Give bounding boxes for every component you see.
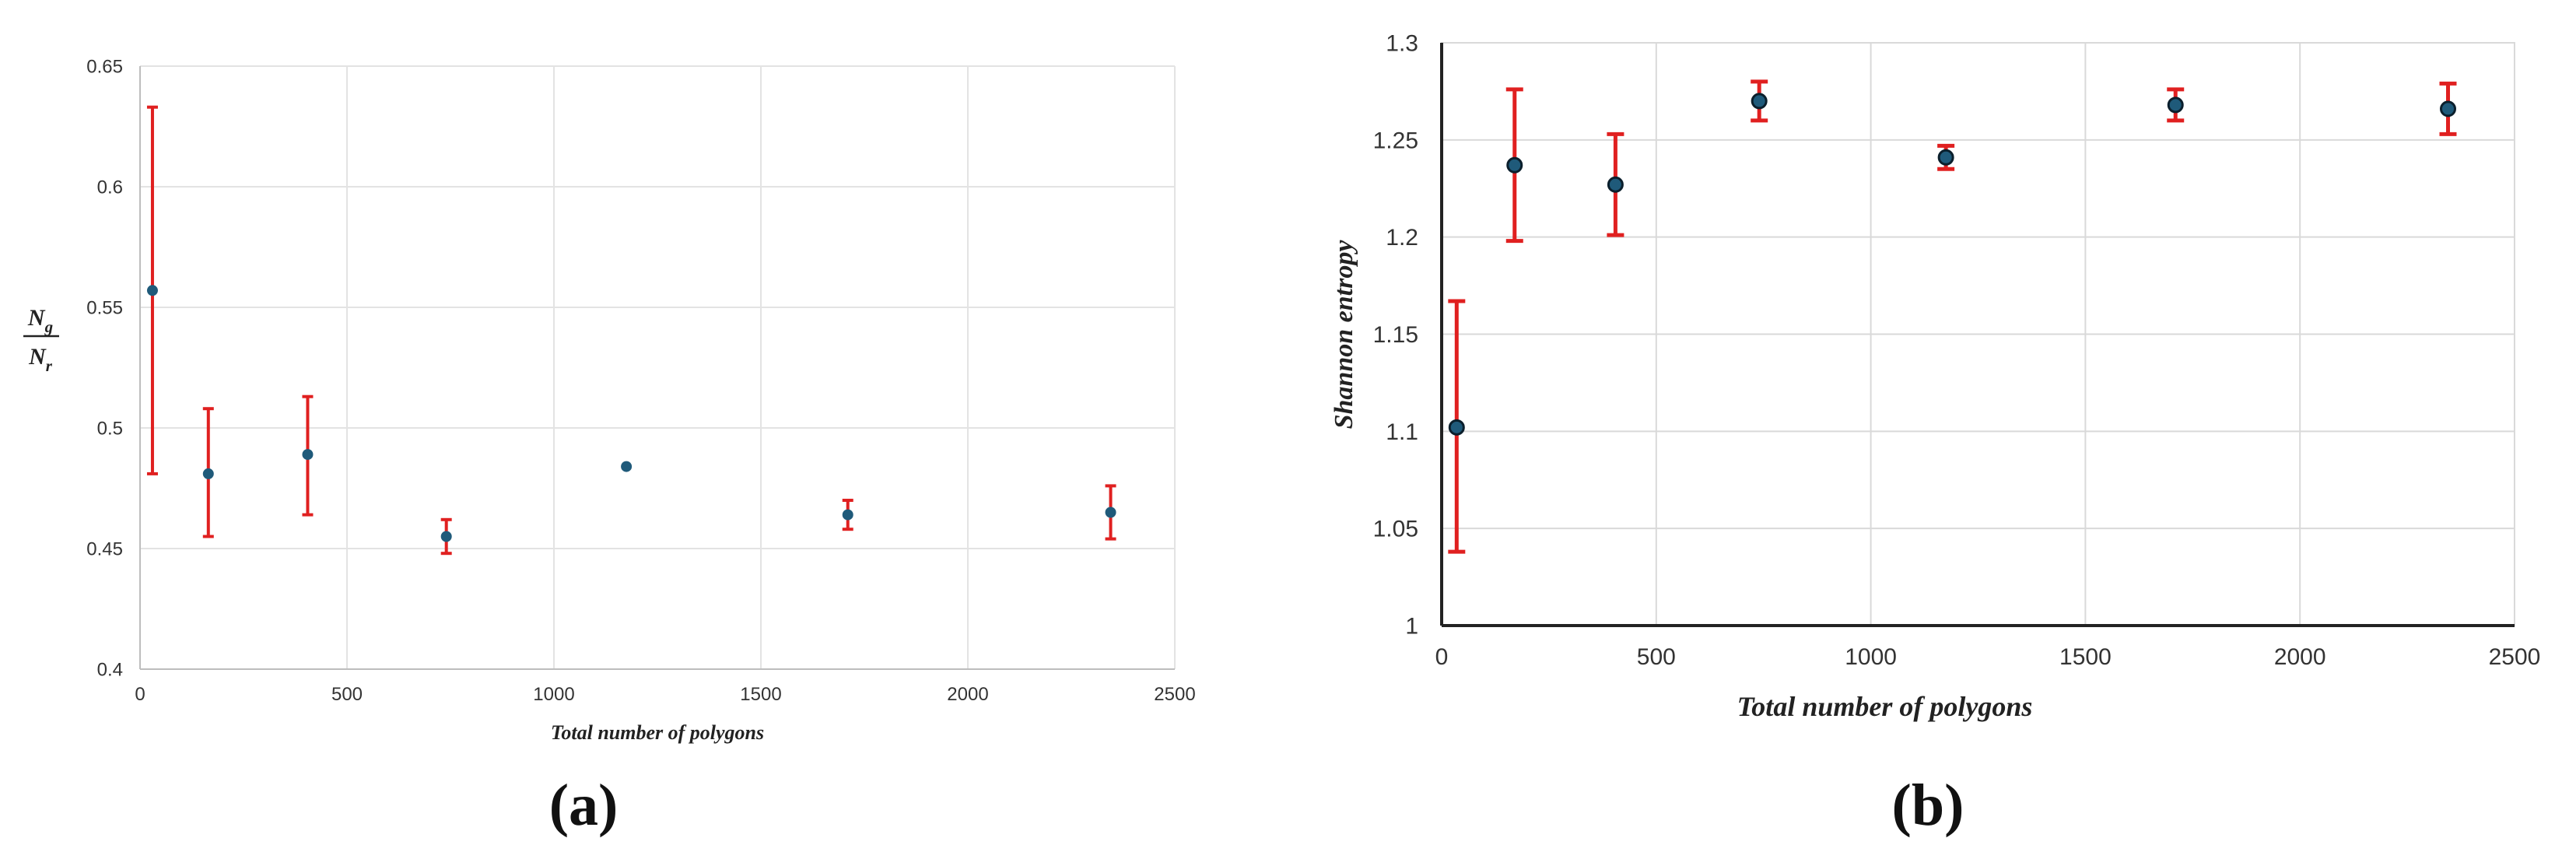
y-tick-label: 0.55	[86, 297, 123, 318]
x-axis-title: Total number of polygons	[1737, 691, 2033, 722]
x-tick-label: 1500	[2059, 644, 2112, 670]
panel-caption: (b)	[1892, 773, 1964, 838]
x-tick-label: 1000	[1845, 644, 1897, 670]
x-tick-label: 2000	[947, 684, 988, 705]
x-axis-title: Total number of polygons	[551, 721, 764, 744]
data-point	[302, 449, 314, 461]
data-point-group	[1448, 299, 1466, 554]
data-point-group	[1607, 131, 1624, 237]
data-point	[440, 531, 452, 542]
data-point-group	[1751, 79, 1768, 123]
y-tick-label: 1.1	[1386, 419, 1418, 445]
x-tick-label: 2500	[1154, 684, 1195, 705]
data-point-group	[146, 105, 158, 475]
x-tick-label: 0	[135, 684, 145, 705]
y-tick-label: 1.15	[1373, 322, 1418, 348]
data-point-group	[1505, 87, 1523, 244]
data-point-group	[842, 499, 853, 531]
data-point	[2440, 100, 2457, 117]
data-point	[1105, 507, 1116, 518]
data-point	[146, 285, 158, 296]
chart-a-svg: 0 500 1000 1500 2000 2500 0.4 0.45 0.5 0.55 0.6 0.6…	[23, 56, 1196, 838]
data-point	[202, 468, 214, 479]
x-tick-label: 500	[331, 684, 363, 705]
y-axis-title-numerator: Ng	[27, 305, 53, 336]
chart-panel-a: 0 500 1000 1500 2000 2500 0.4 0.45 0.5 0.55 0.6 0.6…	[23, 56, 1196, 838]
data-point-group	[1937, 143, 1955, 171]
data-point	[2167, 96, 2184, 114]
x-tick-label: 1000	[533, 684, 574, 705]
y-tick-label: 0.65	[86, 56, 123, 77]
data-point-group	[621, 461, 633, 472]
data-point	[1448, 419, 1465, 436]
denominator-symbol: N	[28, 344, 47, 370]
data-point	[1751, 93, 1768, 110]
x-tick-label: 500	[1637, 644, 1676, 670]
y-tick-label: 1.3	[1386, 31, 1418, 57]
data-point-group	[2439, 81, 2457, 136]
grid-lines	[1441, 42, 2515, 626]
y-tick-label: 0.6	[97, 177, 123, 198]
x-tick-label: 0	[1435, 644, 1449, 670]
panel-caption: (a)	[549, 773, 619, 838]
y-tick-label: 0.5	[97, 418, 123, 439]
y-axis-title: Shannon entropy	[1330, 240, 1358, 429]
x-tick-label: 2500	[2489, 644, 2541, 670]
data-point	[842, 509, 853, 521]
data-point	[621, 461, 633, 472]
denominator-subscript: r	[46, 356, 53, 375]
x-tick-label: 1500	[740, 684, 781, 705]
data-point	[1937, 149, 1954, 166]
data-point	[1506, 156, 1523, 174]
y-tick-label: 1	[1405, 614, 1418, 640]
chart-panel-b: 0 500 1000 1500 2000 2500 1 1.05 1.1 1.15 1.2 1.25 1…	[1288, 0, 2576, 866]
chart-b-svg: 0 500 1000 1500 2000 2500 1 1.05 1.1 1.15 1.2 1.25 1…	[1330, 31, 2541, 839]
numerator-symbol: N	[27, 305, 46, 331]
grid-lines	[139, 65, 1176, 670]
data-point-group	[202, 407, 214, 538]
numerator-subscript: g	[44, 317, 54, 336]
y-tick-label: 1.2	[1386, 225, 1418, 251]
y-tick-label: 0.4	[97, 659, 123, 680]
data-point-group	[2167, 87, 2185, 123]
data-point-group	[440, 517, 452, 556]
data-point	[1607, 176, 1624, 193]
y-tick-label: 0.45	[86, 538, 123, 559]
x-tick-label: 2000	[2274, 644, 2326, 670]
data-point-group	[302, 394, 314, 517]
data-point-group	[1105, 484, 1116, 541]
y-axis-title-denominator: Nr	[28, 344, 53, 375]
y-tick-label: 1.25	[1373, 128, 1418, 153]
y-tick-label: 1.05	[1373, 517, 1418, 542]
